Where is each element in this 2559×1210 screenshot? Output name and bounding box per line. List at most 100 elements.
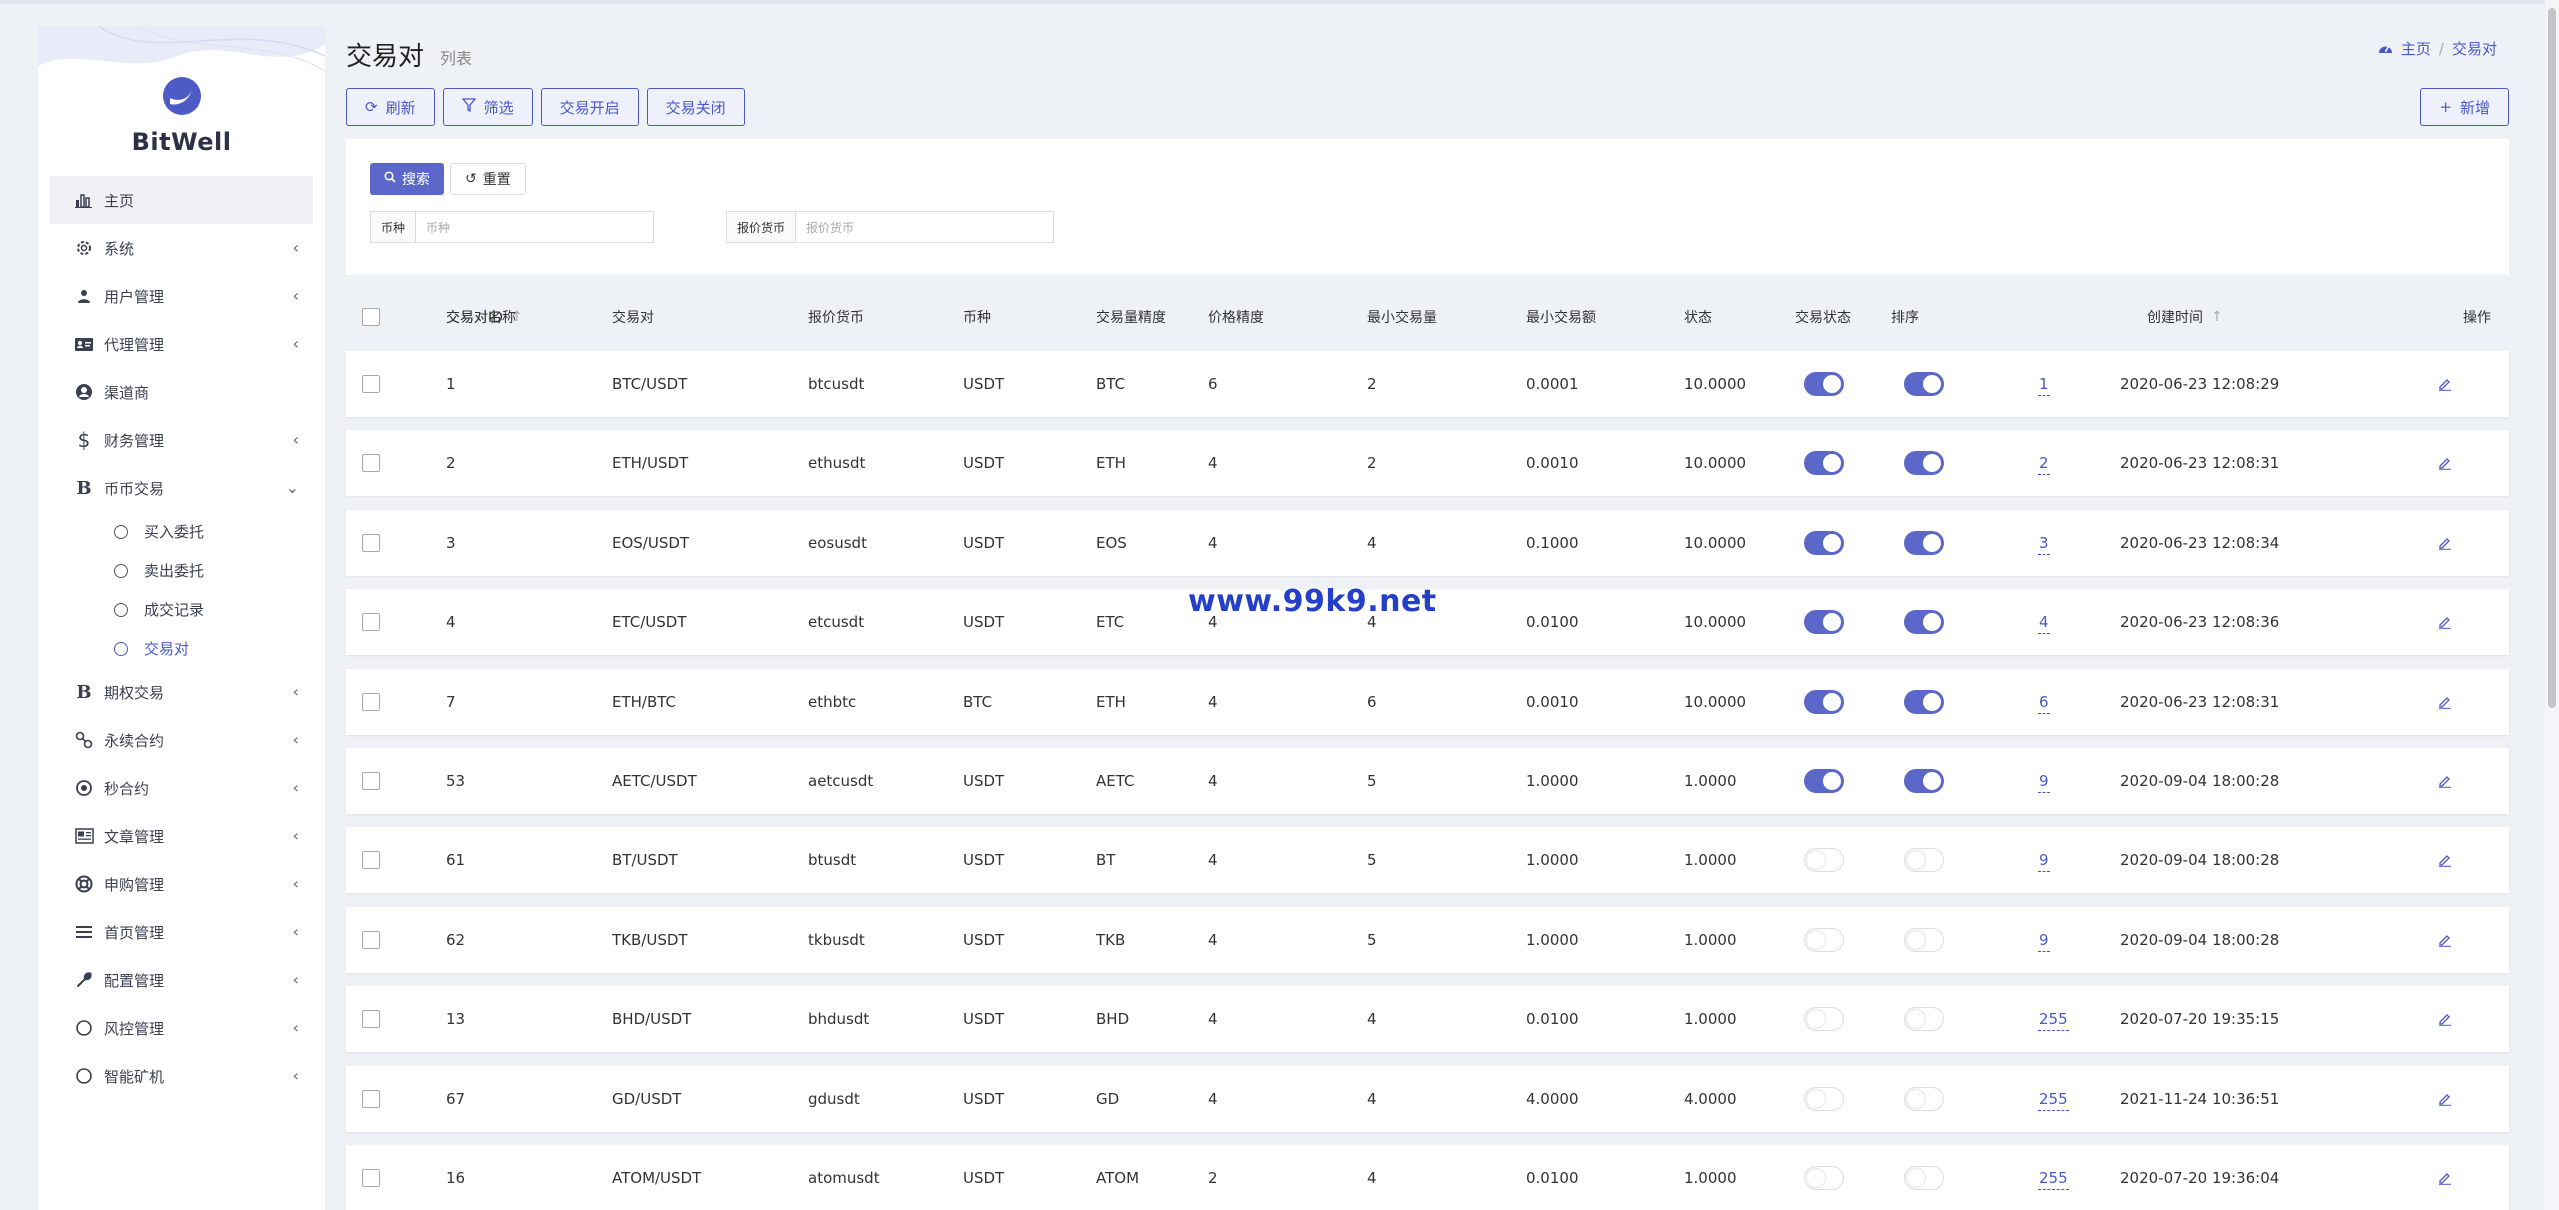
sidebar-item-0-bitcoin[interactable]: B 期权交易 ‹ — [50, 668, 313, 716]
row-checkbox[interactable] — [362, 430, 380, 496]
sort-value-editable[interactable]: 2 — [2038, 430, 2050, 496]
page-scrollbar[interactable] — [2545, 0, 2559, 1210]
row-checkbox[interactable] — [362, 748, 380, 814]
status-toggle[interactable] — [1804, 986, 1844, 1052]
submenu-item-0[interactable]: 买入委托 — [50, 512, 313, 551]
reset-button[interactable]: ↺ 重置 — [450, 163, 526, 195]
trade-status-toggle[interactable] — [1904, 510, 1944, 576]
sort-value-editable[interactable]: 9 — [2038, 748, 2050, 814]
status-toggle[interactable] — [1804, 669, 1844, 735]
submenu-item-2[interactable]: 成交记录 — [50, 590, 313, 629]
sort-value-editable[interactable]: 255 — [2038, 986, 2069, 1052]
trade-status-toggle[interactable] — [1904, 1066, 1944, 1132]
trade-status-toggle[interactable] — [1904, 430, 1944, 496]
edit-icon[interactable] — [2438, 510, 2452, 576]
add-button[interactable]: + 新增 — [2420, 88, 2509, 126]
sidebar-item-2-user[interactable]: 用户管理 ‹ — [50, 272, 313, 320]
edit-icon[interactable] — [2438, 589, 2452, 655]
edit-icon[interactable] — [2438, 669, 2452, 735]
edit-icon[interactable] — [2438, 1145, 2452, 1210]
submenu-item-label: 卖出委托 — [144, 562, 205, 580]
trade-close-button[interactable]: 交易关闭 — [646, 88, 745, 126]
sort-value-editable[interactable]: 4 — [2038, 589, 2050, 655]
sidebar-item-5-dollar[interactable]: $ 财务管理 ‹ — [50, 416, 313, 464]
submenu-item-1[interactable]: 卖出委托 — [50, 551, 313, 590]
refresh-button[interactable]: ⟳ 刷新 — [346, 88, 435, 126]
row-checkbox[interactable] — [362, 986, 380, 1052]
filter-icon — [461, 98, 476, 116]
row-checkbox[interactable] — [362, 510, 380, 576]
sort-value-editable[interactable]: 255 — [2038, 1145, 2069, 1210]
edit-icon[interactable] — [2438, 1066, 2452, 1132]
trade-status-toggle[interactable] — [1904, 907, 1944, 973]
sidebar-item-1-link[interactable]: 永续合约 ‹ — [50, 716, 313, 764]
trade-status-toggle[interactable] — [1904, 589, 1944, 655]
row-checkbox[interactable] — [362, 669, 380, 735]
edit-icon[interactable] — [2438, 827, 2452, 893]
sidebar-item-2-dot-circle[interactable]: 秒合约 ‹ — [50, 764, 313, 812]
sidebar-item-4-lifebuoy[interactable]: 申购管理 ‹ — [50, 860, 313, 908]
row-checkbox[interactable] — [362, 827, 380, 893]
sort-value-editable[interactable]: 9 — [2038, 827, 2050, 893]
sidebar-item-6-bitcoin[interactable]: B 币币交易 ⌄ — [50, 464, 313, 512]
edit-icon[interactable] — [2438, 748, 2452, 814]
breadcrumb-home[interactable]: 主页 — [2400, 40, 2431, 58]
scroll-thumb[interactable] — [2548, 8, 2556, 708]
sort-value-editable[interactable]: 9 — [2038, 907, 2050, 973]
filter-button[interactable]: 筛选 — [442, 88, 533, 126]
sort-value-editable[interactable]: 3 — [2038, 510, 2050, 576]
cell-id: 61 — [446, 851, 466, 869]
coin-filter-input[interactable]: 币种 — [426, 220, 451, 235]
header-col-id[interactable]: 交易对ID ↑ — [446, 309, 523, 326]
sort-value-editable[interactable]: 1 — [2038, 351, 2050, 417]
edit-icon[interactable] — [2438, 986, 2452, 1052]
trade-status-toggle[interactable] — [1904, 986, 1944, 1052]
cell-price_prec: 4 — [1367, 1169, 1377, 1187]
cell-created: 2020-07-20 19:35:15 — [2120, 1010, 2280, 1028]
sidebar-item-7-circle[interactable]: 风控管理 ‹ — [50, 1004, 313, 1052]
status-toggle[interactable] — [1804, 351, 1844, 417]
brand: BitWell — [38, 26, 325, 176]
trade-status-toggle[interactable] — [1904, 669, 1944, 735]
edit-icon[interactable] — [2438, 907, 2452, 973]
sidebar-item-5-list[interactable]: 首页管理 ‹ — [50, 908, 313, 956]
sidebar-item-4-user-circle[interactable]: 渠道商 — [50, 368, 313, 416]
wrench-icon — [74, 970, 94, 990]
trade-status-toggle[interactable] — [1904, 827, 1944, 893]
row-checkbox[interactable] — [362, 351, 380, 417]
edit-icon[interactable] — [2438, 351, 2452, 417]
status-toggle[interactable] — [1804, 907, 1844, 973]
sidebar-item-3-id-card[interactable]: 代理管理 ‹ — [50, 320, 313, 368]
trade-status-toggle[interactable] — [1904, 1145, 1944, 1210]
quote-filter-input[interactable]: 报价货币 — [806, 220, 855, 235]
status-toggle[interactable] — [1804, 430, 1844, 496]
status-toggle[interactable] — [1804, 1145, 1844, 1210]
sidebar-item-6-wrench[interactable]: 配置管理 ‹ — [50, 956, 313, 1004]
cell-price_prec: 5 — [1367, 772, 1377, 790]
sort-value-editable[interactable]: 255 — [2038, 1066, 2069, 1132]
header-col-created[interactable]: 创建时间 ↑ — [2147, 309, 2223, 326]
sidebar-item-3-newspaper[interactable]: 文章管理 ‹ — [50, 812, 313, 860]
sort-value-editable[interactable]: 6 — [2038, 669, 2050, 735]
status-toggle[interactable] — [1804, 748, 1844, 814]
row-checkbox[interactable] — [362, 907, 380, 973]
sidebar-item-1-gear[interactable]: 系统 ‹ — [50, 224, 313, 272]
row-checkbox[interactable] — [362, 1145, 380, 1210]
trade-status-toggle[interactable] — [1904, 351, 1944, 417]
submenu-item-3[interactable]: 交易对 — [50, 629, 313, 668]
status-toggle[interactable] — [1804, 827, 1844, 893]
sidebar-item-8-circle[interactable]: 智能矿机 ‹ — [50, 1052, 313, 1100]
select-all-checkbox[interactable] — [362, 292, 380, 342]
search-button[interactable]: 搜索 — [370, 163, 444, 195]
row-checkbox[interactable] — [362, 1066, 380, 1132]
trade-status-toggle[interactable] — [1904, 748, 1944, 814]
sidebar-item-0-dashboard[interactable]: 主页 — [50, 176, 313, 224]
circle-icon — [114, 563, 128, 578]
trade-open-button[interactable]: 交易开启 — [540, 88, 639, 126]
status-toggle[interactable] — [1804, 1066, 1844, 1132]
row-checkbox[interactable] — [362, 589, 380, 655]
status-toggle[interactable] — [1804, 589, 1844, 655]
status-toggle[interactable] — [1804, 510, 1844, 576]
cell-pair: gdusdt — [808, 1090, 860, 1108]
edit-icon[interactable] — [2438, 430, 2452, 496]
